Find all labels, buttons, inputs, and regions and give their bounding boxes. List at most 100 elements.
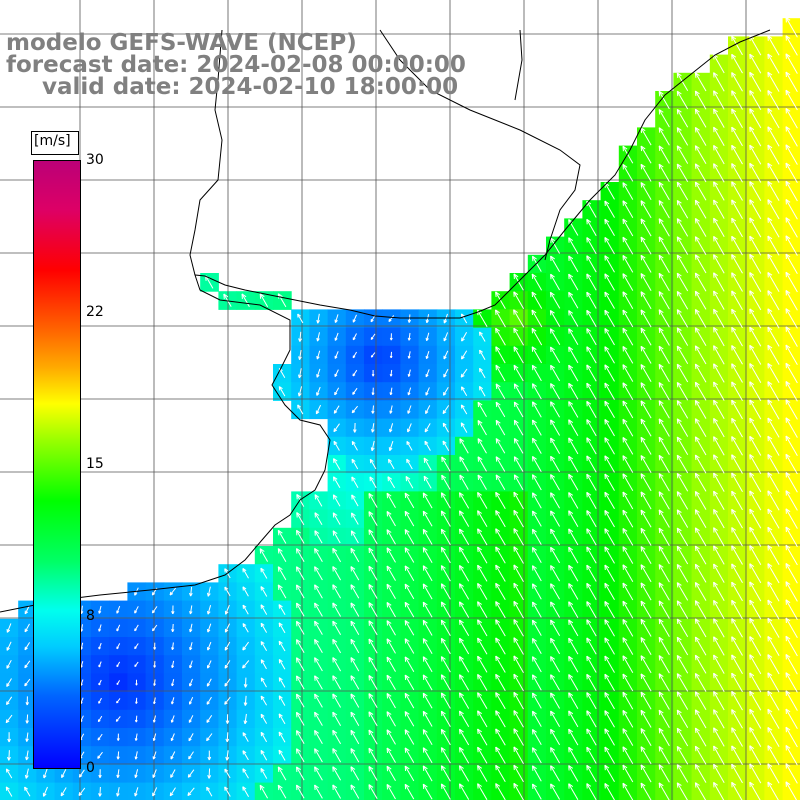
- wind-arrow-head: [568, 382, 574, 387]
- wind-arrow-head: [658, 764, 661, 770]
- wind-arrow-head: [370, 355, 373, 358]
- wind-arrow: [749, 781, 761, 800]
- wind-arrow-head: [695, 108, 700, 113]
- wind-arrow: [749, 709, 762, 729]
- wind-arrow: [640, 473, 652, 492]
- wind-arrow: [640, 437, 652, 455]
- wind-arrow-head: [404, 620, 410, 624]
- wind-arrow-head: [622, 655, 628, 660]
- wind-arrow-head: [277, 584, 280, 590]
- wind-arrow: [314, 566, 323, 581]
- wind-arrow-head: [531, 291, 537, 296]
- wind-arrow-head: [622, 673, 628, 678]
- wind-arrow-head: [749, 363, 755, 367]
- wind-arrow-head: [25, 720, 28, 724]
- wind-arrow: [550, 528, 561, 545]
- wind-arrow: [513, 346, 524, 364]
- wind-arrow-head: [767, 581, 773, 586]
- wind-arrow-head: [513, 364, 519, 369]
- wind-arrow-head: [495, 419, 501, 424]
- wind-arrow-head: [604, 582, 610, 587]
- wind-arrow-head: [695, 763, 700, 768]
- wind-arrow: [206, 733, 213, 742]
- wind-arrow: [658, 127, 670, 146]
- wind-arrow: [5, 768, 13, 779]
- wind-arrow-head: [676, 564, 679, 570]
- wind-arrow: [422, 765, 433, 782]
- wind-arrow: [568, 455, 579, 473]
- wind-arrow: [407, 423, 412, 433]
- wind-arrow: [622, 600, 634, 619]
- wind-arrow-head: [550, 565, 555, 569]
- wind-arrow: [640, 746, 652, 765]
- wind-arrow-head: [640, 509, 646, 514]
- wind-arrow-head: [658, 473, 664, 477]
- wind-arrow-head: [731, 781, 737, 786]
- wind-arrow-head: [749, 599, 755, 604]
- wind-arrow-head: [785, 362, 791, 367]
- wind-arrow-head: [640, 782, 646, 787]
- wind-arrow: [713, 90, 725, 110]
- wind-arrow: [568, 510, 579, 527]
- wind-arrow: [604, 710, 615, 728]
- wind-arrow-head: [477, 492, 479, 498]
- wind-arrow: [316, 350, 321, 360]
- wind-arrow: [550, 492, 561, 509]
- wind-arrow-head: [189, 610, 191, 615]
- wind-arrow-head: [459, 674, 461, 680]
- wind-arrow-head: [314, 657, 319, 661]
- wind-arrow: [767, 508, 780, 529]
- wind-arrow: [277, 530, 287, 544]
- wind-arrow: [495, 510, 506, 528]
- wind-arrow: [694, 127, 707, 146]
- wind-arrow: [785, 599, 798, 620]
- wind-arrow-head: [749, 326, 755, 331]
- coastline: [0, 29, 771, 613]
- wind-arrow: [586, 564, 597, 582]
- wind-arrow: [785, 199, 798, 220]
- wind-arrow-head: [658, 164, 661, 170]
- wind-arrow-head: [477, 601, 479, 607]
- wind-arrow-head: [532, 383, 537, 387]
- wind-arrow-head: [495, 291, 497, 297]
- wind-arrow-head: [368, 620, 374, 625]
- wind-arrow: [532, 383, 542, 400]
- wind-arrow-head: [640, 346, 643, 352]
- wind-arrow-head: [604, 764, 610, 769]
- wind-arrow: [277, 784, 287, 799]
- wind-arrow: [749, 235, 762, 256]
- wind-arrow-head: [694, 272, 697, 279]
- wind-arrow: [622, 782, 634, 800]
- wind-arrow: [224, 696, 231, 705]
- wind-arrow-head: [695, 199, 700, 204]
- wind-arrow-head: [277, 548, 280, 554]
- wind-arrow-head: [440, 692, 443, 698]
- wind-arrow-head: [531, 327, 537, 332]
- wind-arrow: [334, 314, 339, 323]
- wind-arrow: [314, 602, 323, 617]
- wind-arrow: [622, 273, 634, 291]
- wind-arrow-head: [785, 508, 791, 513]
- wind-arrow-head: [568, 692, 574, 697]
- wind-arrow: [459, 456, 469, 472]
- wind-arrow-head: [332, 602, 338, 607]
- wind-arrow-head: [586, 237, 592, 241]
- wind-arrow: [423, 457, 432, 471]
- wind-arrow: [676, 673, 689, 692]
- wind-arrow: [767, 272, 780, 293]
- wind-arrow-head: [386, 583, 392, 588]
- wind-arrow: [495, 637, 506, 655]
- wind-arrow: [694, 199, 707, 219]
- coastline-path: [0, 29, 771, 613]
- wind-arrow: [532, 710, 542, 727]
- wind-arrow: [586, 473, 597, 491]
- wind-arrow-head: [586, 546, 592, 551]
- wind-arrow-head: [297, 313, 301, 317]
- wind-arrow-head: [424, 440, 429, 444]
- wind-arrow: [749, 345, 762, 365]
- wind-arrow: [314, 675, 323, 690]
- wind-arrow-head: [676, 382, 679, 388]
- wind-arrow: [731, 90, 743, 110]
- wind-arrow-head: [658, 673, 664, 678]
- wind-arrow: [658, 618, 670, 637]
